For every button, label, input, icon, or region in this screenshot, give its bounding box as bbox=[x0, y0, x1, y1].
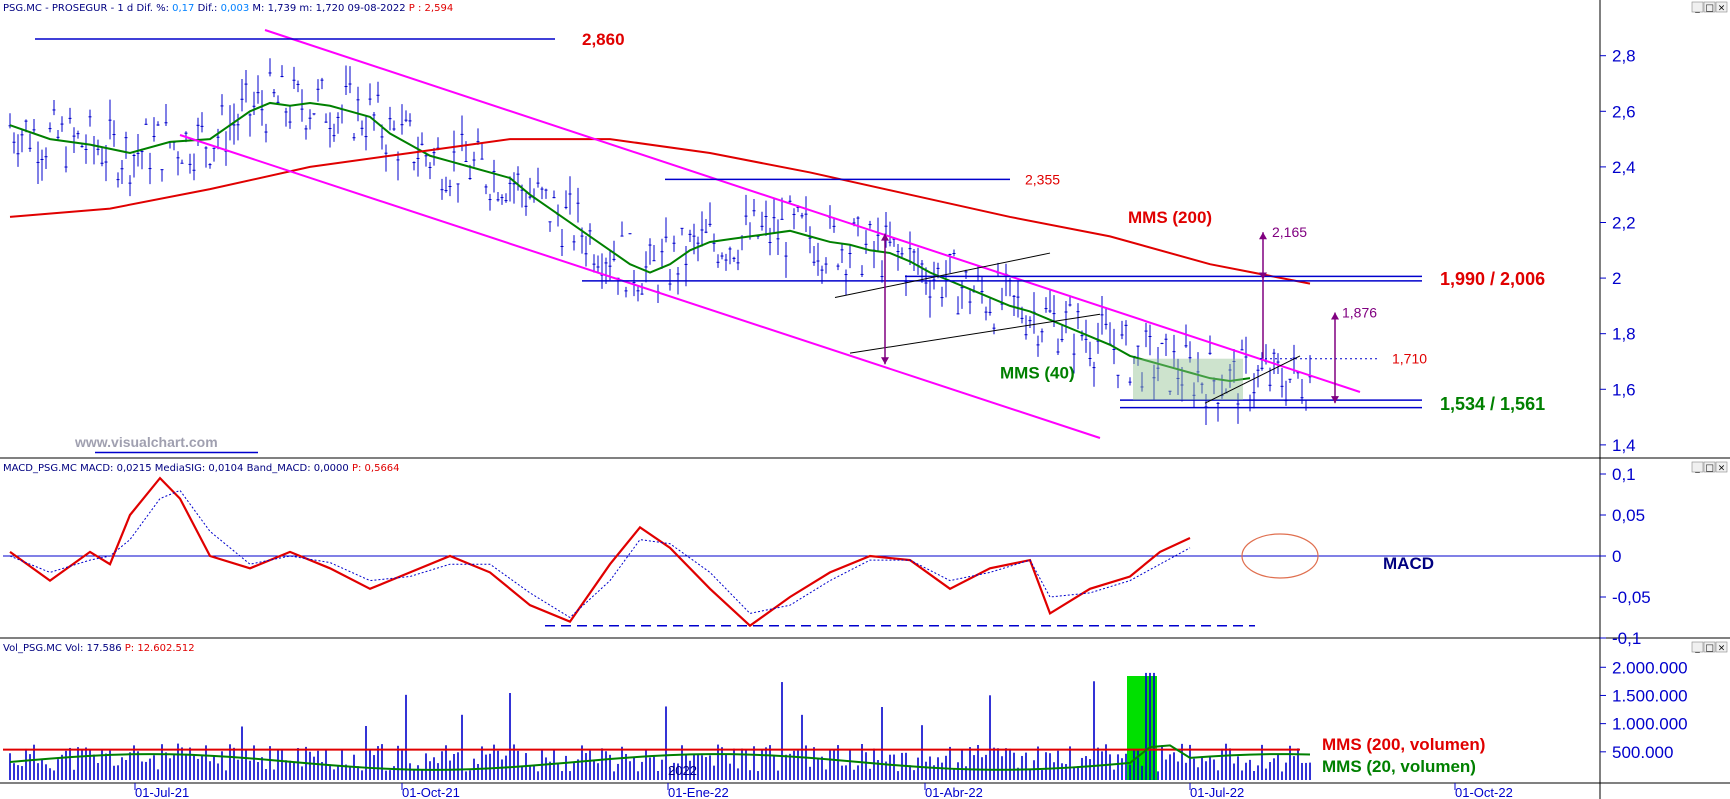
price-candles bbox=[8, 58, 1312, 426]
volume-spike-highlight bbox=[1127, 676, 1157, 780]
year-marker: 2022 bbox=[668, 763, 697, 778]
level-1990-2006-label: 1,990 / 2,006 bbox=[1440, 269, 1545, 289]
macd-window-controls: _ □ × bbox=[1691, 461, 1728, 474]
level-1534-1561-label: 1,534 / 1,561 bbox=[1440, 394, 1545, 414]
measured-move-arrow-1 bbox=[881, 233, 889, 365]
price-panel-header: PSG.MC - PROSEGUR - 1 d Dif. %: 0,17 Dif… bbox=[3, 3, 453, 14]
close-button-vol[interactable] bbox=[1715, 641, 1728, 653]
price-y-tick-label: 1,4 bbox=[1612, 436, 1636, 455]
close-button-price[interactable] bbox=[1715, 1, 1728, 13]
macd-y-tick-label: 0 bbox=[1612, 547, 1621, 566]
macd-y-tick-label: 0,1 bbox=[1612, 465, 1636, 484]
minimize-button-price[interactable] bbox=[1691, 1, 1704, 13]
measured-move-arrow-1-head bbox=[881, 233, 889, 241]
target-arrow-2165 bbox=[1259, 232, 1267, 280]
vol-window-controls: _ □ × bbox=[1691, 641, 1728, 654]
x-tick-label: 01-Oct-21 bbox=[402, 785, 460, 799]
mms-200-label: MMS (200) bbox=[1128, 208, 1212, 227]
wedge-lower-line bbox=[849, 313, 1101, 354]
maximize-button-vol[interactable] bbox=[1703, 641, 1716, 653]
macd-signal-line bbox=[9, 489, 1191, 619]
volume-mms-20-line bbox=[9, 744, 1311, 771]
target-1876-label: 1,876 bbox=[1342, 305, 1377, 321]
x-tick-label: 01-Abr-22 bbox=[925, 785, 983, 799]
macd-title: MACD bbox=[1383, 554, 1434, 573]
watermark-text: www.visualchart.com bbox=[74, 434, 218, 450]
price-y-tick-label: 1,8 bbox=[1612, 325, 1636, 344]
close-icon: × bbox=[1718, 464, 1726, 474]
target-arrow-2165-tail bbox=[1259, 272, 1267, 280]
price-window-controls: _ □ × bbox=[1691, 1, 1728, 14]
target-arrow-1876-head bbox=[1331, 312, 1339, 320]
channel-lower-line bbox=[179, 134, 1101, 439]
maximize-button-price[interactable] bbox=[1703, 1, 1716, 13]
volume-y-tick-label: 1.000.000 bbox=[1612, 715, 1688, 734]
x-tick-label: 01-Ene-22 bbox=[668, 785, 729, 799]
level-2355-label: 2,355 bbox=[1025, 171, 1060, 187]
macd-y-tick-label: -0,1 bbox=[1612, 629, 1641, 648]
target-arrow-1876 bbox=[1331, 312, 1339, 404]
volume-mms-200-label: MMS (200, volumen) bbox=[1322, 735, 1485, 754]
wedge-upper-line bbox=[834, 252, 1051, 299]
volume-y-tick-label: 1.500.000 bbox=[1612, 686, 1688, 705]
volume-mms-20-label: MMS (20, volumen) bbox=[1322, 757, 1476, 776]
macd-panel-header: MACD_PSG.MC MACD: 0,0215 MediaSIG: 0,010… bbox=[3, 463, 400, 474]
measured-move-arrow-1-tail bbox=[881, 357, 889, 365]
close-icon: × bbox=[1718, 4, 1726, 14]
x-tick-label: 01-Oct-22 bbox=[1455, 785, 1513, 799]
price-y-tick-label: 2,6 bbox=[1612, 102, 1636, 121]
price-y-tick-label: 1,6 bbox=[1612, 380, 1636, 399]
mms-40-line bbox=[9, 101, 1251, 382]
minimize-button-vol[interactable] bbox=[1691, 641, 1704, 653]
macd-line bbox=[9, 476, 1191, 628]
price-y-tick-label: 2,4 bbox=[1612, 158, 1636, 177]
price-y-tick-label: 2 bbox=[1612, 269, 1621, 288]
mms-40-label: MMS (40) bbox=[1000, 364, 1075, 383]
minimize-button-macd[interactable] bbox=[1691, 461, 1704, 473]
mms-200-line bbox=[9, 138, 1311, 285]
maximize-button-macd[interactable] bbox=[1703, 461, 1716, 473]
level-2860-label: 2,860 bbox=[582, 30, 625, 49]
x-tick-label: 01-Jul-21 bbox=[135, 785, 189, 799]
minimize-icon: _ bbox=[1694, 464, 1700, 474]
price-y-tick-label: 2,8 bbox=[1612, 47, 1636, 66]
minimize-icon: _ bbox=[1694, 4, 1700, 14]
target-arrow-2165-head bbox=[1259, 232, 1267, 240]
triangle-support-line bbox=[1204, 355, 1301, 404]
volume-panel-header: Vol_PSG.MC Vol: 17.586 P: 12.602.512 bbox=[3, 643, 195, 654]
level-1710-label: 1,710 bbox=[1392, 351, 1427, 367]
maximize-icon: □ bbox=[1705, 644, 1714, 654]
macd-cross-highlight bbox=[1241, 533, 1319, 579]
target-arrow-1876-tail bbox=[1331, 396, 1339, 404]
close-button-macd[interactable] bbox=[1715, 461, 1728, 473]
volume-bars bbox=[9, 672, 1311, 780]
macd-y-tick-label: -0,05 bbox=[1612, 588, 1651, 607]
x-tick-label: 01-Jul-22 bbox=[1190, 785, 1244, 799]
volume-y-tick-label: 2.000.000 bbox=[1612, 658, 1688, 677]
close-icon: × bbox=[1718, 644, 1726, 654]
minimize-icon: _ bbox=[1694, 644, 1700, 654]
channel-upper-line bbox=[264, 29, 1361, 393]
volume-y-tick-label: 500.000 bbox=[1612, 743, 1673, 762]
maximize-icon: □ bbox=[1705, 464, 1714, 474]
consolidation-box bbox=[1133, 358, 1243, 401]
target-2165-label: 2,165 bbox=[1272, 224, 1307, 240]
maximize-icon: □ bbox=[1705, 4, 1714, 14]
price-y-tick-label: 2,2 bbox=[1612, 213, 1636, 232]
macd-y-tick-label: 0,05 bbox=[1612, 506, 1645, 525]
